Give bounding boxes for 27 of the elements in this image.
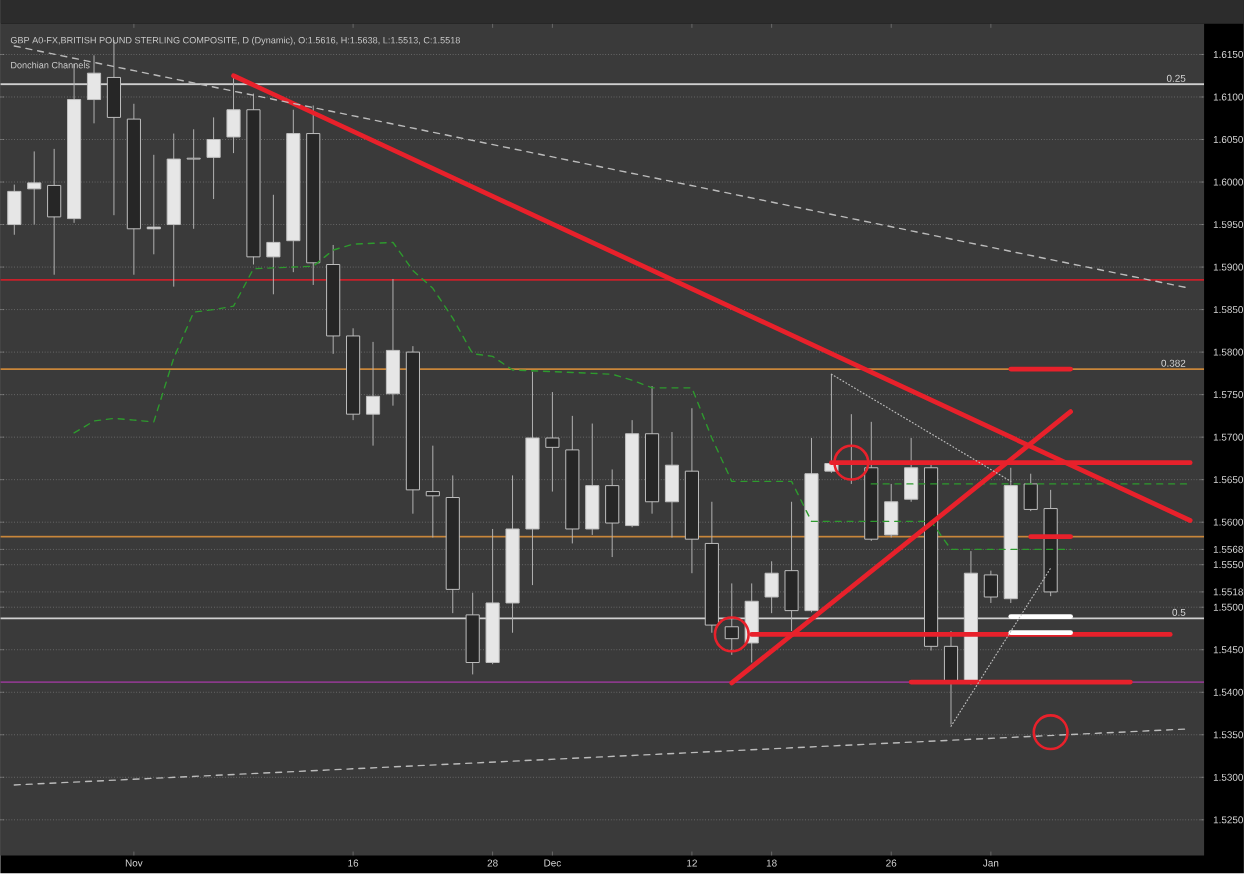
candlestick	[385, 278, 401, 407]
candlestick	[983, 570, 998, 604]
candlestick	[7, 184, 22, 236]
candlestick	[27, 151, 42, 226]
candlestick	[545, 391, 560, 493]
candlestick	[47, 148, 62, 276]
candlestick	[86, 55, 102, 125]
candlestick	[1023, 473, 1038, 512]
candlestick	[904, 437, 919, 503]
candlestick	[664, 431, 680, 539]
candlestick	[365, 341, 381, 447]
candlestick	[186, 129, 201, 230]
candlestick	[146, 154, 161, 256]
candlestick	[884, 483, 899, 539]
candlestick	[724, 583, 739, 656]
candlestick	[206, 117, 221, 200]
candlestick	[605, 469, 620, 558]
candlestick	[784, 501, 799, 632]
candlestick	[425, 445, 440, 539]
candlestick	[226, 75, 241, 154]
candlestick	[764, 561, 779, 614]
point	[713, 616, 750, 653]
candlestick	[266, 194, 281, 296]
point	[833, 444, 870, 482]
candlestick	[465, 592, 480, 676]
candlestick	[585, 423, 600, 536]
point	[1032, 714, 1069, 751]
